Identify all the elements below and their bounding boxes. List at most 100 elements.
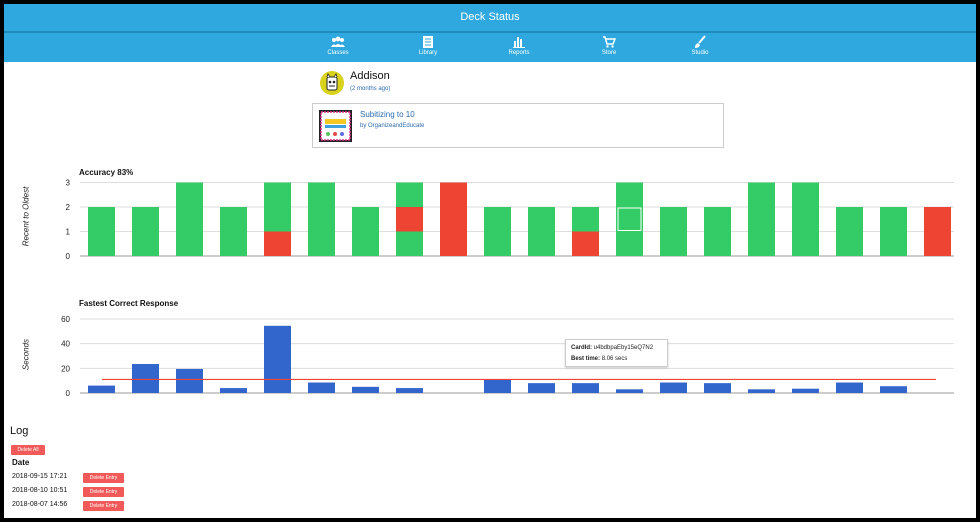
response-time-bar xyxy=(616,389,643,393)
log-entry-date: 2018-08-10 10:51 xyxy=(12,487,68,494)
top-bar: Deck Status Classes Library Reports xyxy=(4,4,976,62)
response-time-bar xyxy=(748,389,775,393)
page-title: Deck Status xyxy=(460,11,520,23)
tooltip-time-value: 8.06 secs xyxy=(601,356,628,362)
deck-thumbnail xyxy=(319,110,352,142)
y-tick-label: 40 xyxy=(61,340,70,349)
incorrect-attempt-segment xyxy=(264,231,291,256)
tooltip-time-row: Best time: 8.06 secs xyxy=(571,354,662,365)
correct-attempt-segment xyxy=(748,207,775,232)
y-tick-label: 2 xyxy=(66,203,71,212)
response-time-bar xyxy=(352,386,379,393)
response-time-bar xyxy=(880,386,907,393)
tooltip-card-row: CardId: u4bdbpaEby15eQ7N2 xyxy=(571,343,662,354)
correct-attempt-segment xyxy=(176,231,203,256)
incorrect-attempt-segment xyxy=(440,231,467,256)
log-entry-date: 2018-09-15 17:21 xyxy=(12,473,68,480)
response-time-bar xyxy=(528,383,555,393)
correct-attempt-segment xyxy=(308,207,335,232)
correct-attempt-segment xyxy=(836,231,863,256)
speed-chart-title: Fastest Correct Response xyxy=(79,299,179,308)
incorrect-attempt-segment xyxy=(572,231,599,256)
incorrect-attempt-segment xyxy=(924,231,951,256)
correct-attempt-segment xyxy=(220,207,247,232)
response-time-bar xyxy=(88,385,115,393)
correct-attempt-segment xyxy=(616,182,643,207)
correct-attempt-segment xyxy=(88,207,115,232)
incorrect-attempt-segment xyxy=(396,207,423,232)
y-tick-label: 60 xyxy=(61,315,70,324)
correct-attempt-segment xyxy=(616,231,643,256)
correct-attempt-segment xyxy=(352,231,379,256)
nav-reports-label: Reports xyxy=(508,50,530,56)
correct-attempt-segment xyxy=(220,231,247,256)
tooltip-card-label: CardId: xyxy=(571,345,592,351)
response-time-bar xyxy=(264,325,291,393)
response-time-bar xyxy=(220,388,247,393)
deck-title[interactable]: Subitizing to 10 xyxy=(360,110,415,119)
response-time-bar xyxy=(176,368,203,393)
correct-attempt-segment xyxy=(396,182,423,207)
speed-chart: 0 20 40 60 xyxy=(61,315,954,398)
nav-classes[interactable]: Classes xyxy=(308,35,368,56)
correct-attempt-segment xyxy=(572,207,599,232)
delete-entry-button[interactable]: Delete Entry xyxy=(83,473,124,483)
accuracy-chart-title: Accuracy 83% xyxy=(79,168,134,177)
cart-icon xyxy=(603,36,616,48)
correct-attempt-segment xyxy=(484,231,511,256)
correct-attempt-segment xyxy=(132,231,159,256)
incorrect-attempt-segment xyxy=(440,207,467,232)
monster-avatar-icon xyxy=(326,73,338,91)
response-time-bar xyxy=(484,379,511,393)
correct-attempt-segment xyxy=(528,207,555,232)
nav-store-label: Store xyxy=(601,50,617,56)
correct-attempt-segment xyxy=(176,182,203,207)
response-time-bar xyxy=(660,382,687,393)
avatar xyxy=(320,71,344,95)
delete-entry-button[interactable]: Delete Entry xyxy=(83,501,124,511)
chart-tooltip: CardId: u4bdbpaEby15eQ7N2 Best time: 8.0… xyxy=(565,339,668,367)
nav-reports[interactable]: Reports xyxy=(489,35,549,56)
nav-studio[interactable]: Studio xyxy=(670,35,730,56)
y-tick-label: 0 xyxy=(66,389,71,398)
response-time-bar xyxy=(132,364,159,393)
response-time-bar xyxy=(396,388,423,393)
response-time-bar xyxy=(704,383,731,393)
delete-all-button[interactable]: Delete All xyxy=(11,445,45,455)
correct-attempt-segment xyxy=(264,182,291,207)
correct-attempt-segment xyxy=(88,231,115,256)
tooltip-card-value: u4bdbpaEby15eQ7N2 xyxy=(593,345,654,351)
correct-attempt-segment xyxy=(704,231,731,256)
log-heading: Log xyxy=(10,425,29,437)
deck-card[interactable]: Subitizing to 10 by OrganizeandEducate xyxy=(312,103,724,148)
correct-attempt-segment xyxy=(880,231,907,256)
deck-author[interactable]: by OrganizeandEducate xyxy=(360,123,425,129)
nav-library-label: Library xyxy=(418,50,438,56)
y-tick-label: 0 xyxy=(66,252,71,261)
response-time-bar xyxy=(308,382,335,393)
delete-entry-button[interactable]: Delete Entry xyxy=(83,487,124,497)
header-divider xyxy=(4,31,976,33)
brush-icon xyxy=(695,35,706,48)
correct-attempt-segment xyxy=(176,207,203,232)
correct-attempt-segment xyxy=(396,231,423,256)
log-date-header: Date xyxy=(12,458,30,467)
y-tick-label: 3 xyxy=(66,179,71,188)
correct-attempt-segment xyxy=(264,207,291,232)
correct-attempt-segment xyxy=(660,231,687,256)
tooltip-time-label: Best time: xyxy=(571,356,601,362)
correct-attempt-segment xyxy=(792,182,819,207)
last-activity: (2 months ago) xyxy=(350,86,391,92)
nav-store[interactable]: Store xyxy=(579,35,639,56)
correct-attempt-segment xyxy=(704,207,731,232)
correct-attempt-segment xyxy=(660,207,687,232)
correct-attempt-segment xyxy=(308,231,335,256)
correct-attempt-segment xyxy=(880,207,907,232)
correct-attempt-segment xyxy=(308,182,335,207)
response-time-bar xyxy=(792,388,819,393)
student-name: Addison xyxy=(350,70,390,82)
y-tick-label: 1 xyxy=(66,228,71,237)
nav-library[interactable]: Library xyxy=(398,35,458,56)
incorrect-attempt-segment xyxy=(440,182,467,207)
nav-studio-label: Studio xyxy=(691,50,709,56)
